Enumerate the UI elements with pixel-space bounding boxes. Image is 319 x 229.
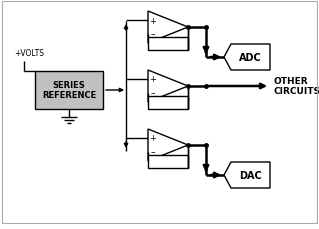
FancyBboxPatch shape — [148, 97, 188, 109]
FancyBboxPatch shape — [35, 72, 103, 109]
Polygon shape — [224, 162, 270, 188]
Text: +VOLTS: +VOLTS — [14, 49, 44, 58]
FancyBboxPatch shape — [148, 155, 188, 168]
Text: SERIES: SERIES — [53, 81, 85, 90]
Polygon shape — [224, 45, 270, 71]
Text: +: + — [150, 75, 156, 84]
Text: –: – — [151, 89, 155, 98]
Text: +: + — [150, 134, 156, 143]
Polygon shape — [148, 129, 188, 161]
Text: CIRCUITS: CIRCUITS — [273, 87, 319, 96]
Text: OTHER: OTHER — [273, 77, 308, 86]
Text: ADC: ADC — [239, 53, 262, 63]
Text: +: + — [150, 16, 156, 25]
Polygon shape — [148, 71, 188, 103]
Text: –: – — [151, 148, 155, 157]
Polygon shape — [148, 12, 188, 44]
Text: DAC: DAC — [239, 170, 262, 180]
Text: –: – — [151, 30, 155, 39]
FancyBboxPatch shape — [148, 38, 188, 51]
Text: REFERENCE: REFERENCE — [42, 91, 96, 100]
